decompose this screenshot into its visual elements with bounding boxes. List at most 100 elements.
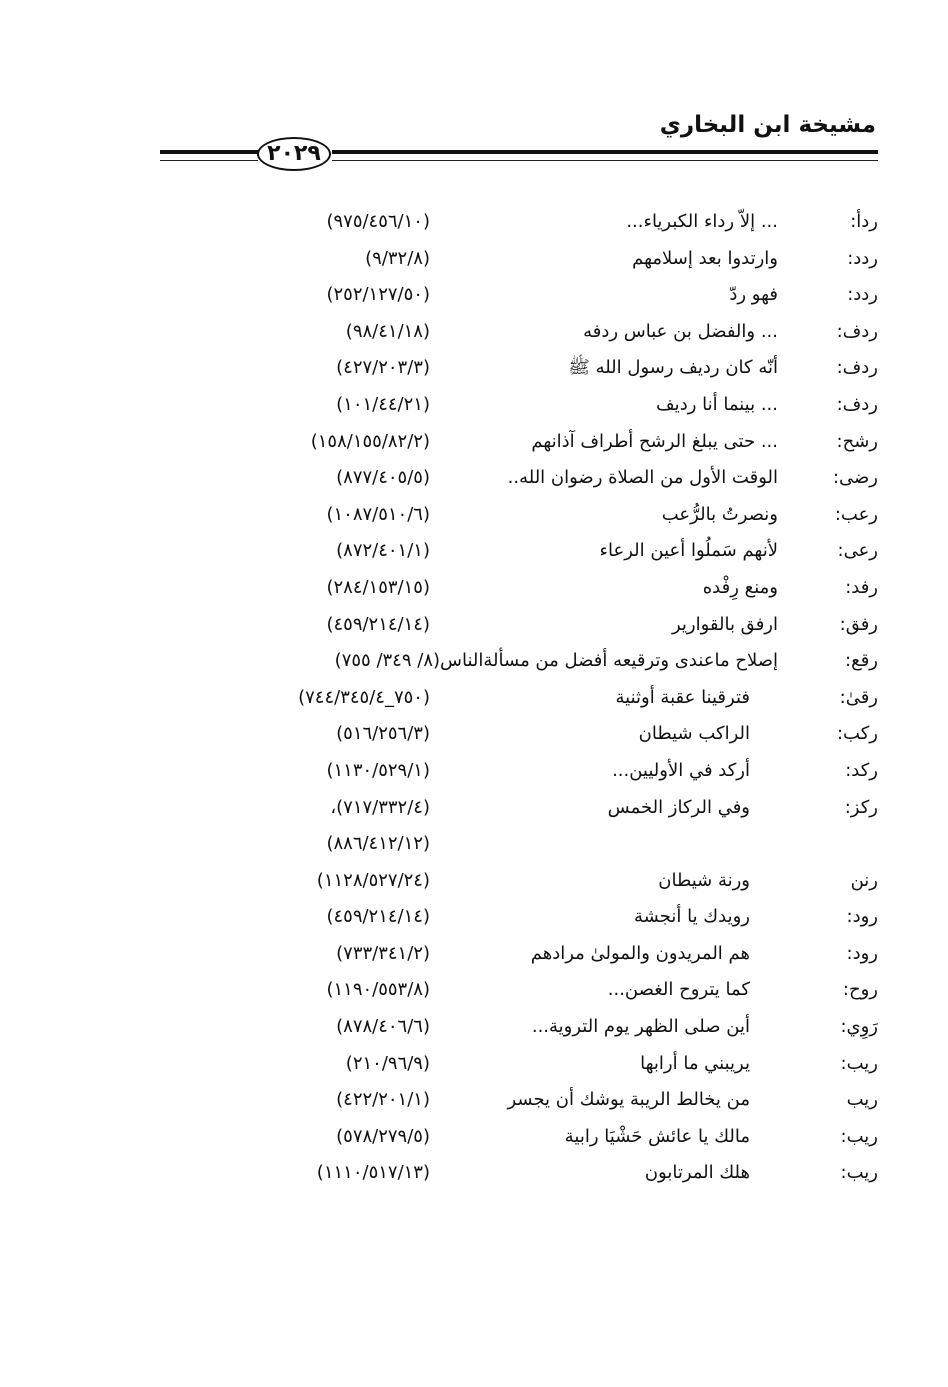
entry-text: هم المريدون والمولىٰ مرادهم xyxy=(530,942,750,964)
entry-text: ... إلاّ رداء الكبرياء... xyxy=(626,211,778,232)
entry-root: ريب: xyxy=(840,1162,878,1184)
index-entry: ردأ: ... إلاّ رداء الكبرياء... (٩٧٥/٤٥٦/١٠… xyxy=(0,204,948,241)
page-number: ٢٠٢٩ xyxy=(257,137,331,171)
index-entry: رنن ورنة شيطان (١١٢٨/٥٢٧/٢٤) xyxy=(0,863,948,900)
entry-text: وفي الركاز الخمس xyxy=(607,796,750,818)
index-entry: ردف: ... بينما أنا رديف (١٠١/٤٤/٢١) xyxy=(0,387,948,424)
entry-reference: (٤٢٧/٢٠٣/٣) xyxy=(336,357,430,379)
index-entry: رقىٰ: فترقينا عقبة أوثنية (٧٥٠_٧٤٤/٣٤٥/٤) xyxy=(0,680,948,717)
book-title: مشيخة ابن البخاري xyxy=(659,112,876,138)
entry-reference: (١١٢٨/٥٢٧/٢٤) xyxy=(316,869,430,891)
entry-reference: (١٥٨/١٥٥/٨٢/٢) xyxy=(310,430,430,452)
entry-text: أركد في الأوليين... xyxy=(612,759,750,781)
entry-root: ردف: xyxy=(836,320,878,342)
entry-reference: (٧٣٣/٣٤١/٢) xyxy=(336,942,430,964)
entry-reference: (٨٧٢/٤٠١/١) xyxy=(336,540,430,562)
entry-reference: (٨٧٧/٤٠٥/٥) xyxy=(336,467,430,489)
index-entry: (٨٨٦/٤١٢/١٢) xyxy=(0,826,948,863)
entry-reference: (١١٩٠/٥٥٣/٨) xyxy=(326,979,430,1001)
entry-text: يريبني ما أرابها xyxy=(640,1052,750,1074)
entry-root: روح: xyxy=(842,979,878,1001)
entry-root: رعى: xyxy=(837,540,879,562)
entry-reference: (٢٥٢/١٢٧/٥٠) xyxy=(326,284,430,306)
entry-root: ريب: xyxy=(840,1052,878,1074)
index-entry: روح: كما يتروح الغصن... (١١٩٠/٥٥٣/٨) xyxy=(0,972,948,1009)
entry-reference: (٤٢٢/٢٠١/١) xyxy=(336,1089,430,1111)
entry-text: أنّه كان رديف رسول الله ﷺ xyxy=(568,357,778,379)
index-entry: رود: هم المريدون والمولىٰ مرادهم (٧٣٣/٣٤١/… xyxy=(0,936,948,973)
entry-root: رنن xyxy=(850,869,878,891)
index-entry: ريب: مالك يا عائش حَشْيَا رابية (٥٧٨/٢٧٩/٥… xyxy=(0,1119,948,1156)
entry-text: إصلاح ماعندى وترقيعه أفضل من مسألةالناس(… xyxy=(334,650,778,672)
entry-reference: (٤٥٩/٢١٤/١٤) xyxy=(326,613,430,635)
entry-reference: (٤٥٩/٢١٤/١٤) xyxy=(326,906,430,928)
index-entries: ردأ: ... إلاّ رداء الكبرياء... (٩٧٥/٤٥٦/١٠… xyxy=(0,204,948,1192)
entry-root: رود: xyxy=(846,942,878,964)
index-entry: رضى: الوقت الأول من الصلاة رضوان الله.. (٨… xyxy=(0,460,948,497)
entry-text: ... حتى يبلغ الرشح أطراف آذانهم xyxy=(531,430,778,452)
entry-reference: (٢٨٤/١٥٣/١٥) xyxy=(326,576,430,598)
entry-root: رفد: xyxy=(845,576,878,598)
index-entry: ردف: أنّه كان رديف رسول الله ﷺ (٤٢٧/٢٠٣/٣) xyxy=(0,350,948,387)
entry-text: ... بينما أنا رديف xyxy=(656,393,778,415)
entry-text: ومنع رِفْده xyxy=(702,576,778,598)
entry-text: أين صلى الظهر يوم التروية... xyxy=(531,1016,750,1038)
entry-root: ردف: xyxy=(836,393,878,415)
entry-text: هلك المرتابون xyxy=(644,1162,750,1184)
entry-text: كما يتروح الغصن... xyxy=(607,979,750,1001)
entry-root: رَوِي: xyxy=(840,1016,878,1038)
index-entry: ردف: ... والفضل بن عباس ردفه (٩٨/٤١/١٨) xyxy=(0,314,948,351)
entry-text: فهو ردّ xyxy=(729,284,778,306)
header-rule-thin xyxy=(332,160,878,161)
entry-text: من يخالط الريبة يوشك أن يجسر xyxy=(507,1089,750,1111)
entry-root: رعب: xyxy=(834,503,878,525)
index-entry: ريب: يريبني ما أرابها (٢١٠/٩٦/٩) xyxy=(0,1046,948,1083)
entry-reference: (٨٧٨/٤٠٦/٦) xyxy=(336,1016,430,1038)
header-rule-thin-left xyxy=(160,160,258,161)
index-entry: ركب: الراكب شيطان (٥١٦/٢٥٦/٣) xyxy=(0,716,948,753)
entry-text: ... والفضل بن عباس ردفه xyxy=(583,320,778,342)
entry-reference: (٧٥٠_٧٤٤/٣٤٥/٤) xyxy=(298,686,430,708)
entry-root: ركب: xyxy=(836,723,878,745)
index-entry: ريب: هلك المرتابون (١١١٠/٥١٧/١٣) xyxy=(0,1155,948,1192)
entry-text: وارتدوا بعد إسلامهم xyxy=(632,247,778,269)
index-entry: رفد: ومنع رِفْده (٢٨٤/١٥٣/١٥) xyxy=(0,570,948,607)
entry-reference: (٧١٧/٣٣٢/٤)، xyxy=(330,796,430,818)
entry-root: ردأ: xyxy=(850,211,878,232)
index-entry: ريب من يخالط الريبة يوشك أن يجسر (٤٢٢/٢٠١/… xyxy=(0,1082,948,1119)
entry-root: رضى: xyxy=(832,467,878,489)
entry-reference: (٩٨/٤١/١٨) xyxy=(345,320,430,342)
entry-reference: (٢١٠/٩٦/٩) xyxy=(345,1052,430,1074)
entry-reference: (٩/٣٢/٨) xyxy=(365,247,430,269)
entry-root: ركز: xyxy=(844,796,878,818)
entry-reference: (٥١٦/٢٥٦/٣) xyxy=(336,723,430,745)
entry-root: رشح: xyxy=(836,430,878,452)
header-rule-thick xyxy=(332,150,878,154)
index-entry: رود: رويدك يا أنجشة (٤٥٩/٢١٤/١٤) xyxy=(0,899,948,936)
entry-text: فترقينا عقبة أوثنية xyxy=(615,686,750,708)
entry-reference: (٥٧٨/٢٧٩/٥) xyxy=(336,1125,430,1147)
entry-root: رقىٰ: xyxy=(839,686,878,708)
index-entry: ردد: فهو ردّ (٢٥٢/١٢٧/٥٠) xyxy=(0,277,948,314)
entry-root: ردد: xyxy=(847,247,878,269)
entry-reference: (١٠٨٧/٥١٠/٦) xyxy=(326,503,430,525)
entry-root: ردد: xyxy=(847,284,878,306)
entry-reference: (١١٣٠/٥٢٩/١) xyxy=(326,759,430,781)
entry-reference: (١٠١/٤٤/٢١) xyxy=(336,393,430,415)
header-rule-thick-left xyxy=(160,150,258,154)
index-entry: رعب: ونصرتُ بالرُّعب (١٠٨٧/٥١٠/٦) xyxy=(0,497,948,534)
entry-root: رفق: xyxy=(839,613,878,635)
index-entry: ركز: وفي الركاز الخمس (٧١٧/٣٣٢/٤)، xyxy=(0,790,948,827)
entry-root: رقع: xyxy=(845,650,878,672)
entry-root: ريب: xyxy=(840,1125,878,1147)
entry-text: ونصرتُ بالرُّعب xyxy=(661,503,778,525)
index-entry: ردد: وارتدوا بعد إسلامهم (٩/٣٢/٨) xyxy=(0,241,948,278)
entry-text: مالك يا عائش حَشْيَا رابية xyxy=(564,1125,750,1147)
entry-text: رويدك يا أنجشة xyxy=(634,906,750,928)
entry-root: رود: xyxy=(846,906,878,928)
entry-text: ارفق بالقوارير xyxy=(671,613,778,635)
index-entry: رشح: ... حتى يبلغ الرشح أطراف آذانهم (١٥٨/… xyxy=(0,424,948,461)
entry-root: ريب xyxy=(846,1089,878,1111)
entry-reference: (١١١٠/٥١٧/١٣) xyxy=(316,1162,430,1184)
index-entry: رَوِي: أين صلى الظهر يوم التروية... (٨٧٨/٤… xyxy=(0,1009,948,1046)
